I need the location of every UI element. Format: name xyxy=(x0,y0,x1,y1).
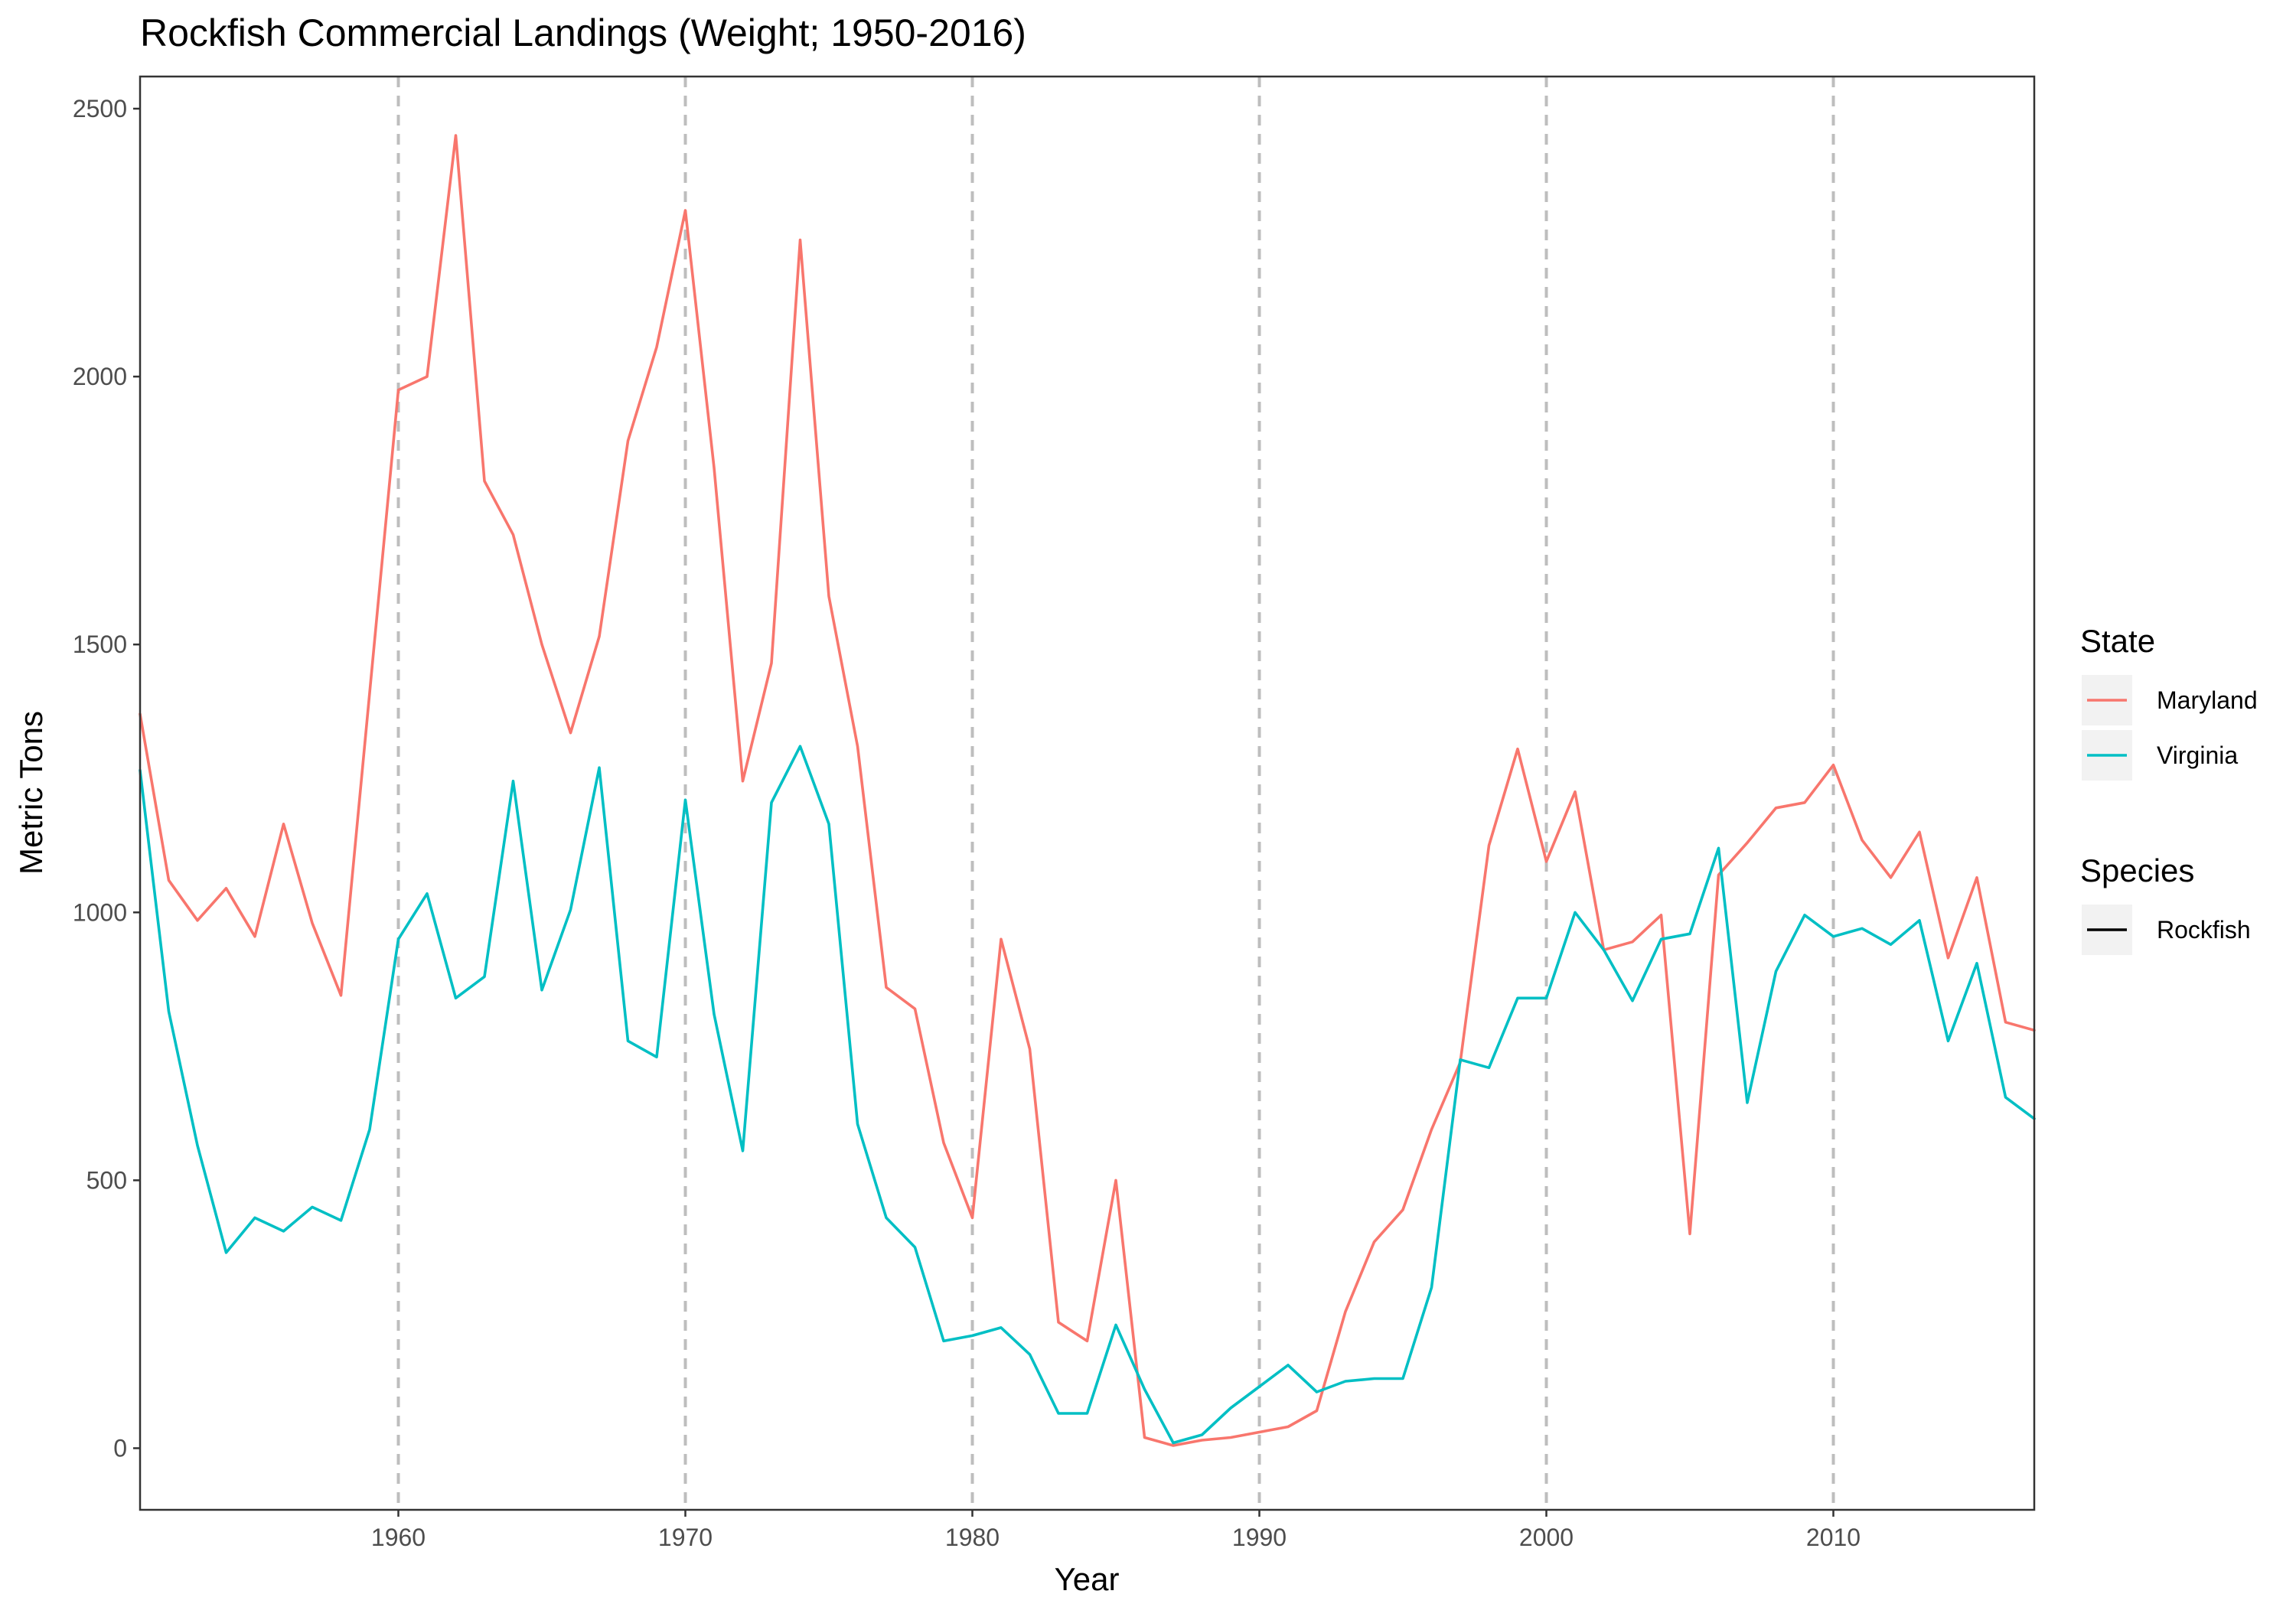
chart-title: Rockfish Commercial Landings (Weight; 19… xyxy=(140,11,1026,54)
x-tick-label-1990: 1990 xyxy=(1232,1524,1287,1551)
legend-title-species: Species xyxy=(2080,852,2194,888)
legend-title-state: State xyxy=(2080,623,2155,659)
series-line-maryland xyxy=(139,134,2036,1447)
y-tick-label-0: 0 xyxy=(113,1434,127,1462)
x-tick-label-1960: 1960 xyxy=(371,1524,426,1551)
panel-border xyxy=(139,75,2036,1511)
y-tick-label-1000: 1000 xyxy=(73,898,127,926)
y-tick-label-2500: 2500 xyxy=(73,95,127,122)
x-tick-label-2000: 2000 xyxy=(1519,1524,1574,1551)
series-layer xyxy=(139,134,2036,1447)
y-tick-label-2000: 2000 xyxy=(73,363,127,390)
y-axis-title: Metric Tons xyxy=(13,711,49,875)
x-axis-title: Year xyxy=(1055,1561,1120,1597)
series-line-virginia xyxy=(139,745,2036,1445)
x-axis: 1960 1970 1980 1990 2000 2010 xyxy=(371,1510,1861,1551)
legend-label-rockfish: Rockfish xyxy=(2157,916,2251,944)
legend: State Maryland Virginia Species Rockfish xyxy=(2080,623,2258,955)
y-tick-label-1500: 1500 xyxy=(73,631,127,658)
reference-lines xyxy=(396,77,1835,1510)
x-tick-label-1970: 1970 xyxy=(658,1524,713,1551)
x-tick-label-1980: 1980 xyxy=(945,1524,1000,1551)
y-axis: 0 500 1000 1500 2000 2500 xyxy=(73,95,140,1462)
y-tick-label-500: 500 xyxy=(86,1166,127,1194)
legend-label-maryland: Maryland xyxy=(2157,686,2258,714)
x-tick-label-2010: 2010 xyxy=(1806,1524,1861,1551)
legend-label-virginia: Virginia xyxy=(2157,742,2238,769)
